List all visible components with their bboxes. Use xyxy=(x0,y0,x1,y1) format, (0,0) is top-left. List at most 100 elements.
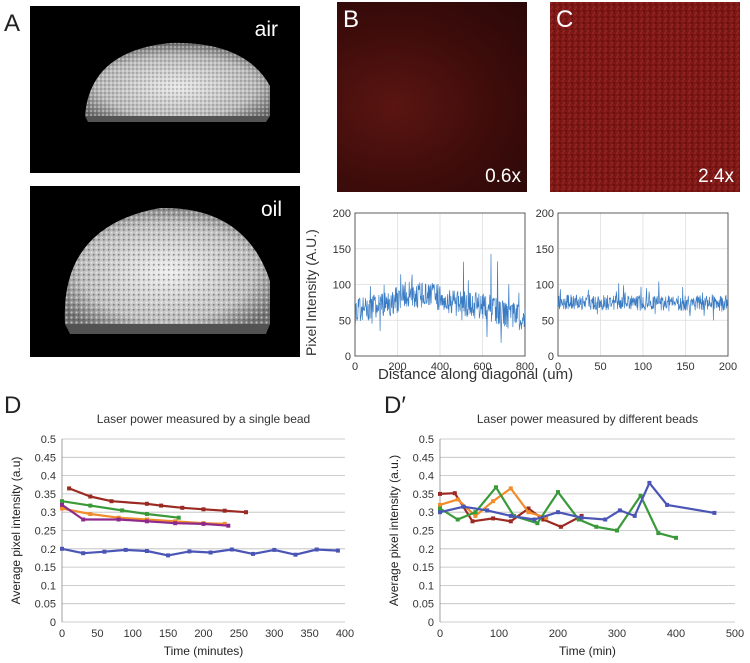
dprime-data-point xyxy=(544,515,549,520)
dprime-data-point xyxy=(526,506,531,511)
profile-ylabel: Pixel Intensity (A.U.) xyxy=(303,229,319,356)
dprime-data-point xyxy=(532,517,537,522)
d-ytick-label: 0.1 xyxy=(41,580,56,592)
panel-c-letter: C xyxy=(556,6,574,33)
cprime-xtick-label: 100 xyxy=(634,361,652,370)
dprime-data-point xyxy=(526,510,531,515)
d-data-point xyxy=(81,517,86,522)
dprime-data-point xyxy=(473,510,478,515)
dprime-data-point xyxy=(579,515,584,520)
d-data-point xyxy=(88,503,93,508)
panel-c-magnification: 2.4x xyxy=(698,166,734,187)
dprime-data-point xyxy=(632,513,637,518)
d-data-point xyxy=(81,551,86,556)
d-data-point xyxy=(60,546,64,551)
d-plot: Laser power measured by a single bead 0 0.… xyxy=(9,412,354,658)
dprime-plot: Laser power measured by different beads 0… xyxy=(387,412,744,658)
cprime-xtick-label: 50 xyxy=(594,361,606,370)
dprime-ytick-label: 0.4 xyxy=(419,471,434,483)
d-series-purple xyxy=(60,502,231,528)
d-xtick-label: 0 xyxy=(59,628,65,640)
dprime-data-point xyxy=(615,528,619,533)
d-data-point xyxy=(109,499,114,504)
dprime-data-point xyxy=(576,517,581,522)
d-data-point xyxy=(176,515,181,520)
bprime-xtick-label: 600 xyxy=(473,361,491,370)
dprime-ylabel: Average pixel intensity (a.u.) xyxy=(387,455,401,606)
dprime-data-point xyxy=(656,531,661,536)
panel-dprime-letter: D′ xyxy=(384,392,406,419)
d-data-point xyxy=(187,549,192,554)
d-xtick-label: 50 xyxy=(91,628,103,640)
d-data-point xyxy=(123,547,128,552)
cprime-ytick-label: 200 xyxy=(536,208,554,220)
d-data-point xyxy=(144,549,149,553)
dprime-ytick-label: 0.1 xyxy=(419,580,434,592)
d-ytick-label: 0.35 xyxy=(35,489,56,501)
d-data-point xyxy=(293,552,298,557)
profile-xlabel: Distance along diagonal (um) xyxy=(378,366,574,383)
d-data-point xyxy=(229,547,234,552)
bprime-axes-frame xyxy=(354,212,526,357)
d-data-point xyxy=(144,519,149,524)
dprime-data-point xyxy=(491,516,496,521)
cprime-ytick-label: 100 xyxy=(536,280,554,292)
bprime-xtick-label: 0 xyxy=(352,361,358,370)
d-data-point xyxy=(116,517,121,522)
d-series-line xyxy=(61,547,338,557)
chart-dprime: Laser power measured by different beads 0… xyxy=(387,412,744,658)
d-data-point xyxy=(222,508,227,513)
dprime-data-point xyxy=(452,491,457,496)
dprime-data-point xyxy=(617,508,622,513)
dprime-title: Laser power measured by different beads xyxy=(477,412,698,426)
dprime-data-point xyxy=(594,524,599,529)
air-droplet-render xyxy=(85,42,270,122)
d-data-point xyxy=(335,548,340,553)
d-data-point xyxy=(272,547,277,552)
dprime-xtick-label: 100 xyxy=(490,628,508,640)
dprime-data-point xyxy=(556,490,560,495)
dprime-data-point xyxy=(535,521,540,526)
dprime-data-point xyxy=(541,517,546,522)
d-data-point xyxy=(201,521,206,526)
d-data-point xyxy=(222,521,227,526)
d-data-point xyxy=(88,494,93,499)
d-ytick-label: 0 xyxy=(50,617,56,629)
panel-a-letter: A xyxy=(4,10,21,37)
d-ytick-label: 0.5 xyxy=(41,434,56,446)
dprime-data-point xyxy=(470,519,475,524)
dprime-xtick-label: 0 xyxy=(437,628,443,640)
dprime-ytick-label: 0.25 xyxy=(413,526,434,538)
dprime-ytick-label: 0.35 xyxy=(413,489,434,501)
cprime-plot: 0 50 100 150 200 0 50 100 150 200 xyxy=(536,208,738,370)
d-ytick-label: 0.25 xyxy=(35,526,56,538)
d-series-blue xyxy=(60,546,340,558)
d-series-green xyxy=(60,499,181,520)
d-data-point xyxy=(159,503,164,508)
bprime-ytick-label: 150 xyxy=(333,244,351,256)
dprime-data-point xyxy=(491,499,496,504)
dprime-data-point xyxy=(455,517,460,522)
d-data-point xyxy=(60,502,64,507)
dprime-data-point xyxy=(461,504,466,509)
cprime-ytick-label: 0 xyxy=(548,351,554,363)
d-series-dark-red xyxy=(67,486,248,515)
dprime-ytick-label: 0.5 xyxy=(419,434,434,446)
dprime-ytick-label: 0.15 xyxy=(413,562,434,574)
dprime-data-point xyxy=(485,508,490,513)
d-ytick-label: 0.05 xyxy=(35,599,56,611)
dprime-data-point xyxy=(494,485,498,490)
cprime-axes-frame xyxy=(557,212,729,357)
dprime-data-point xyxy=(603,517,608,522)
oil-image: oil xyxy=(30,186,300,357)
dprime-ytick-label: 0.45 xyxy=(413,452,434,464)
dprime-series-line xyxy=(439,481,715,521)
d-data-point xyxy=(314,547,319,552)
d-data-point xyxy=(120,508,125,513)
dprime-series-green xyxy=(438,485,678,540)
cprime-xtick-label: 0 xyxy=(555,361,561,370)
d-series-line xyxy=(68,487,247,514)
d-data-point xyxy=(244,510,248,515)
